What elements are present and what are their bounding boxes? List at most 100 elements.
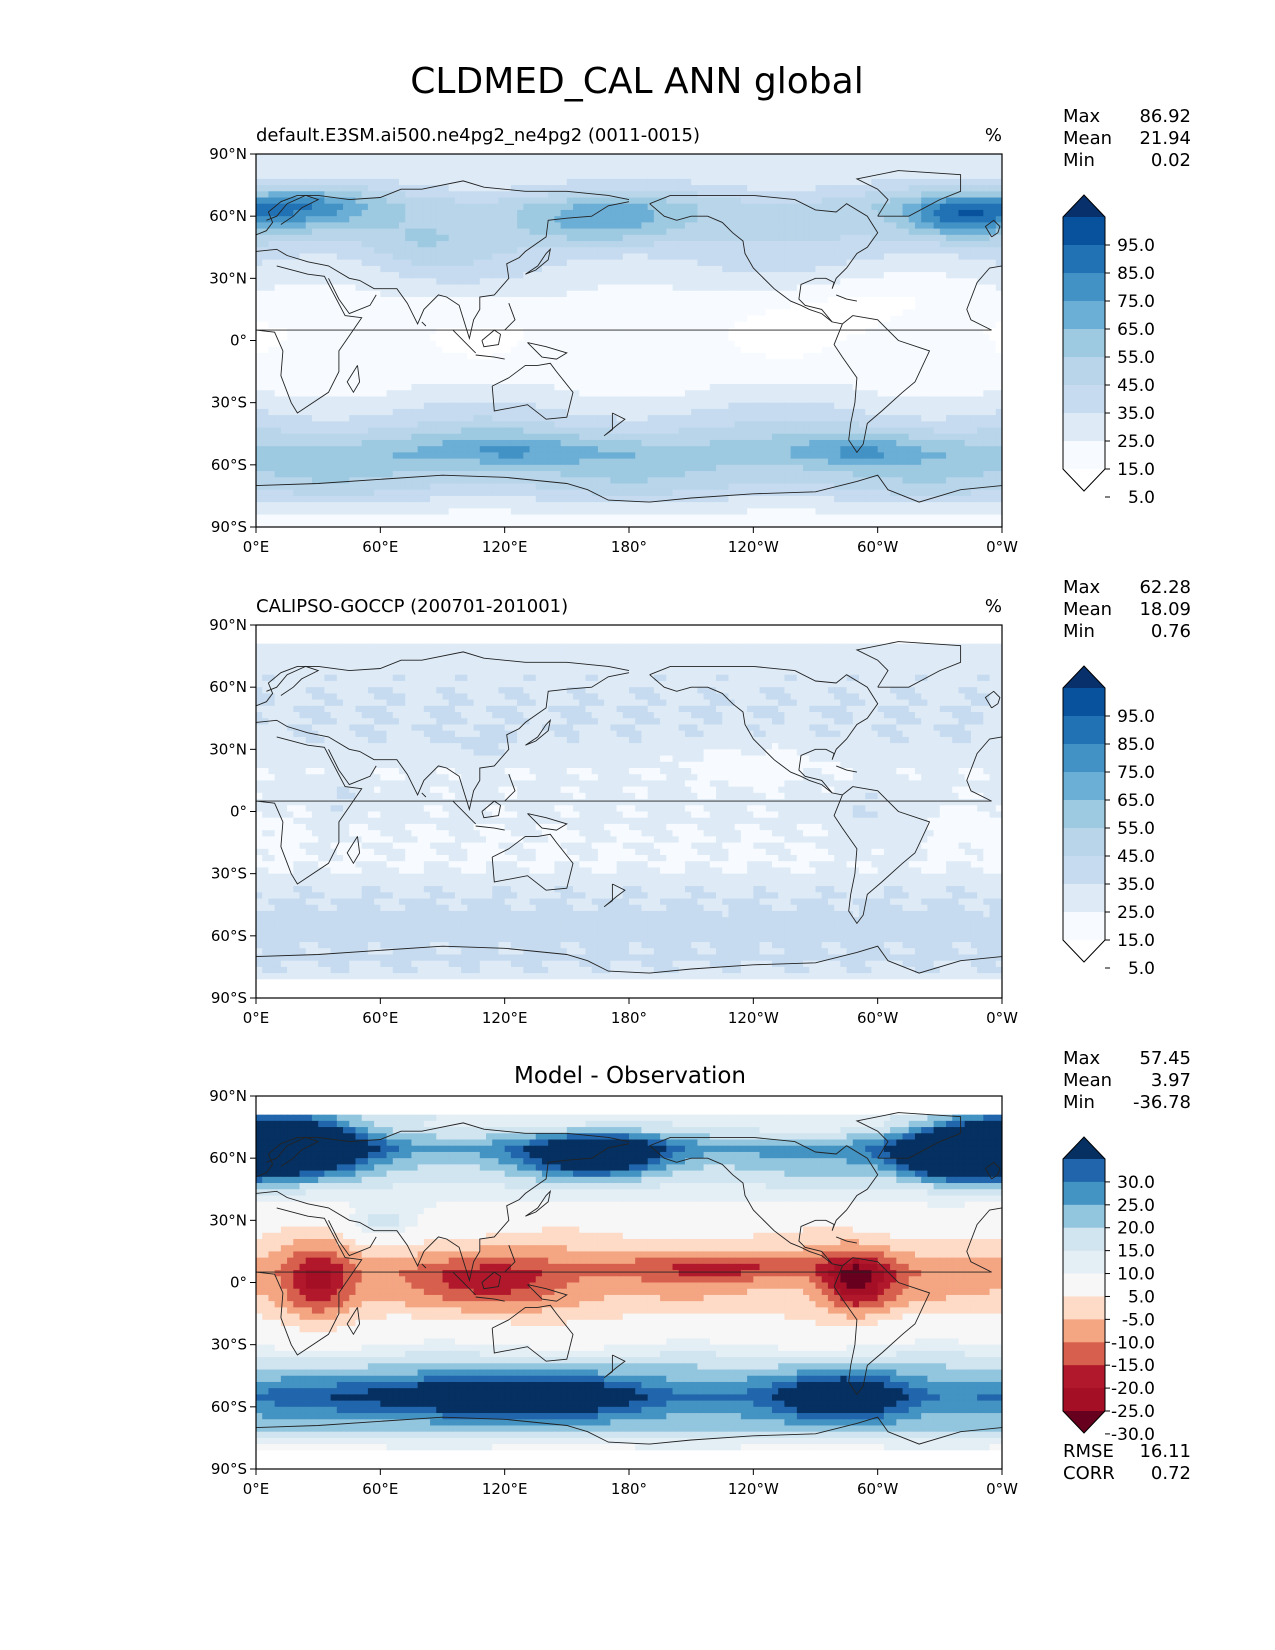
field-cell (691, 390, 698, 398)
field-cell (256, 359, 263, 366)
field-cell (448, 185, 456, 192)
field-cell (529, 228, 537, 236)
field-cell (865, 315, 873, 323)
field-cell (392, 272, 400, 279)
field-cell (517, 284, 524, 292)
field-cell (374, 216, 381, 223)
field-cell (697, 197, 705, 205)
field-cell (734, 321, 742, 329)
field-cell (890, 334, 897, 342)
field-cell (262, 408, 270, 416)
field-cell (293, 315, 301, 323)
field-cell (361, 371, 369, 379)
field-cell (784, 185, 792, 192)
field-cell (716, 247, 723, 255)
field-cell (573, 296, 580, 304)
field-cell (983, 396, 991, 404)
field-cell (716, 234, 723, 242)
field-cell (759, 191, 767, 199)
field-cell (647, 371, 655, 379)
field-cell (610, 265, 618, 273)
field-cell (566, 216, 574, 223)
field-cell (852, 321, 860, 329)
field-cell (573, 377, 580, 385)
field-cell (778, 402, 786, 410)
field-cell (964, 160, 972, 168)
field-cell (299, 241, 307, 248)
field-cell (566, 315, 574, 323)
field-cell (995, 160, 1002, 168)
field-cell (846, 340, 854, 348)
field-cell (635, 253, 643, 261)
field-cell (759, 296, 767, 304)
field-cell (486, 166, 493, 174)
field-cell (311, 191, 319, 199)
field-cell (672, 265, 680, 273)
field-cell (374, 334, 381, 342)
field-cell (846, 303, 854, 311)
field-cell (859, 265, 866, 273)
field-cell (709, 352, 717, 360)
field-cell (597, 234, 605, 242)
field-cell (697, 272, 705, 279)
field-cell (610, 334, 618, 342)
field-cell (666, 247, 674, 255)
field-cell (498, 259, 506, 267)
field-cell (473, 265, 481, 273)
field-cell (591, 371, 599, 379)
field-cell (871, 209, 879, 217)
field-cell (629, 247, 636, 255)
field-cell (641, 365, 649, 373)
field-cell (287, 185, 294, 192)
field-cell (641, 390, 649, 398)
field-cell (479, 247, 487, 255)
field-cell (852, 178, 860, 186)
field-cell (486, 228, 493, 236)
field-cell (691, 340, 698, 348)
field-cell (734, 346, 742, 354)
field-cell (355, 315, 363, 323)
field-cell (573, 160, 580, 168)
field-cell (324, 259, 332, 267)
field-cell (970, 340, 978, 348)
field-cell (722, 166, 730, 174)
field-cell (691, 166, 698, 174)
field-cell (852, 390, 860, 398)
field-cell (709, 359, 717, 366)
field-cell (262, 197, 270, 205)
field-cell (262, 290, 270, 298)
field-cell (678, 352, 686, 360)
field-cell (573, 290, 580, 298)
field-cell (367, 259, 375, 267)
field-cell (336, 365, 344, 373)
field-cell (840, 241, 848, 248)
field-cell (498, 216, 506, 223)
field-cell (293, 259, 301, 267)
field-cell (952, 216, 960, 223)
field-cell (852, 259, 860, 267)
field-cell (330, 284, 338, 292)
field-cell (367, 191, 375, 199)
field-cell (585, 315, 593, 323)
field-cell (361, 154, 369, 161)
field-cell (840, 328, 848, 335)
field-cell (709, 296, 717, 304)
field-cell (374, 384, 381, 391)
field-cell (641, 178, 649, 186)
field-cell (728, 334, 736, 342)
field-cell (840, 321, 848, 329)
field-cell (871, 352, 879, 360)
field-cell (883, 185, 891, 192)
field-cell (970, 172, 978, 180)
field-cell (398, 377, 406, 385)
field-cell (946, 346, 953, 354)
field-cell (442, 185, 450, 192)
field-cell (361, 172, 369, 180)
field-cell (597, 384, 605, 391)
field-cell (809, 340, 817, 348)
field-cell (840, 340, 848, 348)
field-cell (921, 402, 928, 410)
field-cell (386, 408, 394, 416)
field-cell (256, 365, 263, 373)
field-cell (728, 154, 736, 161)
